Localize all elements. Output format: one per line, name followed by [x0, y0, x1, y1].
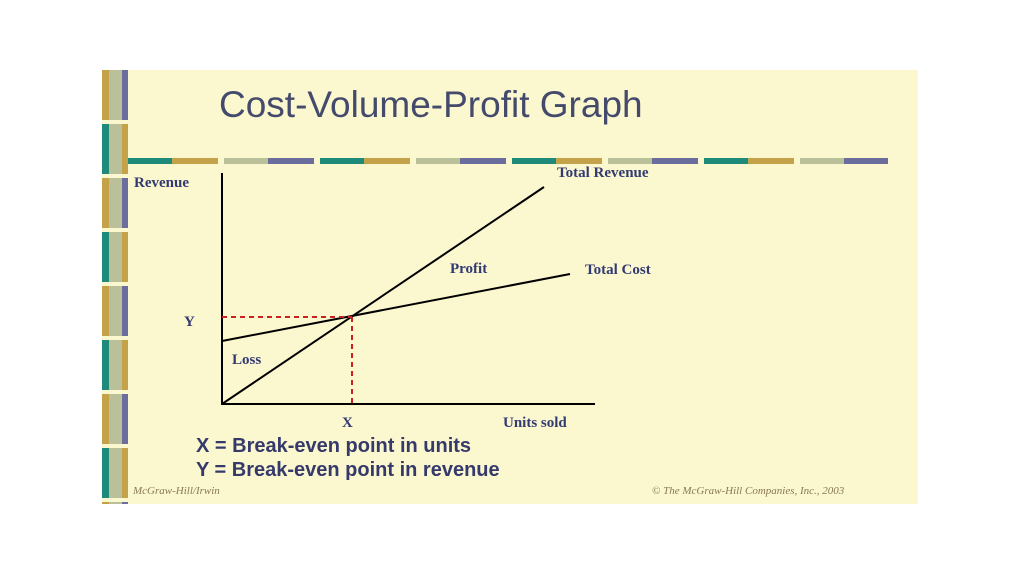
x-marker-label: X — [342, 415, 353, 431]
y-axis-label: Revenue — [134, 175, 189, 191]
x-definition: X = Break-even point in units — [196, 435, 472, 457]
slide: Cost-Volume-Profit Graph Revenue Total R… — [102, 70, 918, 504]
total-cost-label: Total Cost — [585, 262, 651, 278]
left-bar-segment — [102, 502, 128, 504]
left-bar-segment — [102, 124, 128, 174]
left-bar-segment — [102, 178, 128, 228]
total-revenue-label: Total Revenue — [557, 165, 649, 181]
y-marker-label: Y — [184, 314, 195, 330]
loss-label: Loss — [232, 352, 261, 368]
total-revenue-line — [221, 186, 545, 405]
y-definition: Y = Break-even point in revenue — [196, 459, 500, 481]
left-bar-segment — [102, 70, 128, 120]
x-axis-label: Units sold — [503, 415, 567, 431]
left-bar-segment — [102, 448, 128, 498]
slide-title: Cost-Volume-Profit Graph — [219, 84, 643, 125]
footer-publisher: McGraw-Hill/Irwin — [133, 485, 220, 497]
total-cost-line — [221, 273, 571, 342]
left-bar-segment — [102, 340, 128, 390]
left-bar-segment — [102, 232, 128, 282]
left-bar-segment — [102, 394, 128, 444]
cvp-graph: Revenue Total Revenue Profit Total Cost … — [134, 165, 651, 431]
footer-copyright: © The McGraw-Hill Companies, Inc., 2003 — [652, 485, 845, 497]
decorative-left-bar — [102, 70, 128, 504]
profit-label: Profit — [450, 261, 487, 277]
left-bar-segment — [102, 286, 128, 336]
